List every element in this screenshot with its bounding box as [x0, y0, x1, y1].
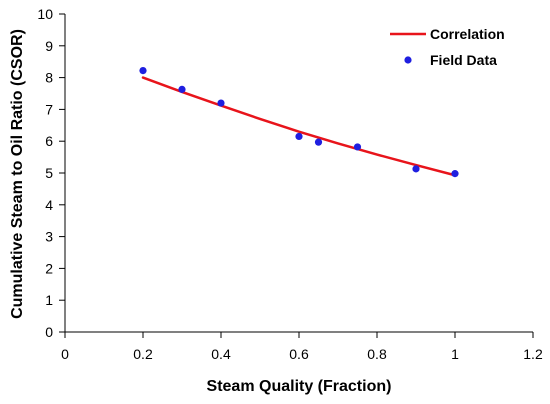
- x-tick-label: 1.2: [523, 346, 543, 362]
- field-data-point: [353, 143, 362, 151]
- field-data-point: [178, 85, 186, 93]
- y-tick-label: 6: [45, 133, 53, 149]
- field-data-point: [314, 138, 323, 146]
- x-tick-label: 0.4: [211, 346, 231, 362]
- legend-label: Correlation: [430, 26, 505, 42]
- y-tick-label: 9: [45, 38, 53, 54]
- y-tick-label: 10: [37, 6, 53, 22]
- field-data-point: [412, 165, 420, 173]
- x-tick-label: 0.6: [289, 346, 309, 362]
- y-tick-label: 4: [45, 197, 53, 213]
- x-tick-label: 0.8: [367, 346, 387, 362]
- legend: Correlation Field Data: [390, 26, 505, 68]
- x-tick-label: 0.2: [133, 346, 153, 362]
- y-tick-label: 2: [45, 260, 53, 276]
- field-data-point: [295, 132, 303, 141]
- y-tick-label: 1: [45, 292, 53, 308]
- field-data-point: [217, 99, 225, 107]
- axes: 0 0.2 0.4 0.6 0.8 1 1.2 0 1 2 3 4 5 6 7 8 9 10: [37, 6, 543, 362]
- x-axis-title: Steam Quality (Fraction): [207, 378, 392, 395]
- x-tick-label: 1: [451, 346, 459, 362]
- y-tick-label: 5: [45, 165, 53, 181]
- series-layer: [139, 67, 459, 178]
- legend-marker-swatch: [404, 56, 412, 64]
- x-tick-label: 0: [61, 346, 69, 362]
- legend-label: Field Data: [430, 52, 497, 68]
- y-tick-label: 7: [45, 101, 53, 117]
- y-tick-label: 8: [45, 70, 53, 86]
- correlation-line: [141, 76, 457, 177]
- field-data-point: [451, 170, 459, 178]
- y-axis-title: Cumulative Steam to Oil Ratio (CSOR): [9, 29, 26, 319]
- y-tick-label: 3: [45, 229, 53, 245]
- field-data-point: [139, 67, 147, 75]
- y-tick-label: 0: [45, 324, 53, 340]
